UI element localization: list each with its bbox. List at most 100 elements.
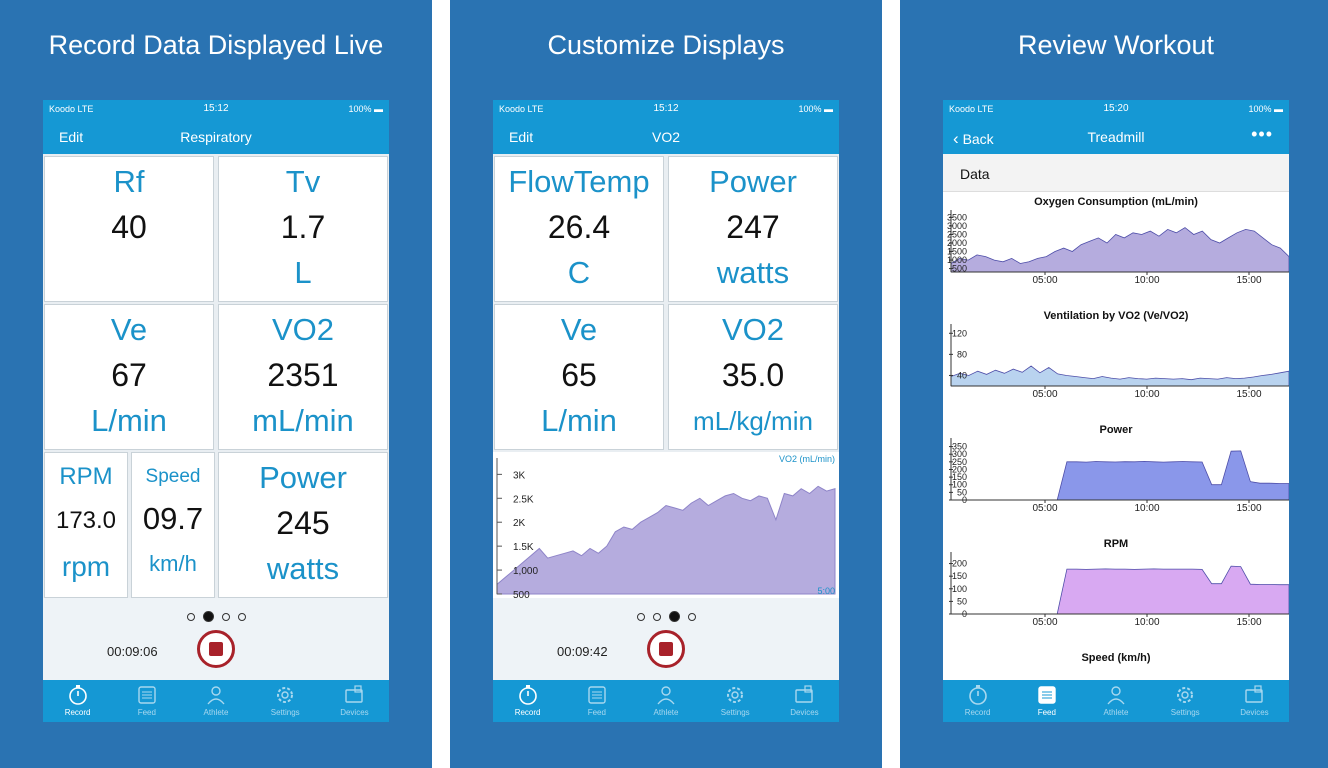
stopwatch-icon (68, 685, 87, 705)
x-tick-label: 15:00 (1236, 617, 1261, 626)
metric-value: 26.4 (547, 209, 611, 245)
metric-unit: L/min (541, 403, 617, 438)
person-icon (1107, 686, 1125, 705)
vo2-live-chart[interactable]: 3K 2.5K 2K 1.5K 1,000 500 VO2 (mL/min) 5:00 (493, 452, 839, 598)
chart-title: Power (1099, 424, 1133, 436)
y-tick-label: 2.5K (513, 494, 534, 505)
y-tick-label: 120 (952, 328, 967, 338)
tab-feed[interactable]: Feed (1012, 680, 1081, 722)
tab-record[interactable]: Record (943, 680, 1012, 722)
nav-bar: ‹ Back Treadmill ••• (943, 120, 1289, 154)
x-tick-label: 10:00 (1134, 617, 1159, 626)
tab-record[interactable]: Record (493, 680, 562, 722)
back-button[interactable]: ‹ Back (953, 129, 994, 148)
metric-tile-power[interactable]: Power 245 watts (218, 452, 388, 598)
page-dot[interactable] (636, 613, 645, 621)
tab-athlete[interactable]: Athlete (181, 680, 250, 722)
metric-label: Power (709, 164, 797, 199)
metric-label: Rf (113, 164, 145, 199)
tab-settings[interactable]: Settings (251, 680, 320, 722)
page-indicator[interactable] (43, 608, 389, 626)
metric-tile-tv[interactable]: Tv 1.7 L (218, 156, 388, 302)
y-tick-label: 350 (952, 442, 967, 452)
metric-tile-ve[interactable]: Ve 65 L/min (494, 304, 664, 450)
tab-record[interactable]: Record (43, 680, 112, 722)
panel-record: Record Data Displayed Live Koodo LTE 15:… (0, 0, 432, 768)
nav-title: VO2 (651, 129, 680, 145)
tab-settings[interactable]: Settings (701, 680, 770, 722)
metric-unit: C (567, 255, 591, 290)
metric-tile-vo2[interactable]: VO2 35.0 mL/kg/min (668, 304, 838, 450)
y-tick-label: 3000 (947, 221, 967, 231)
phone-screen: Koodo LTE 15:12 100% ▬ Edit VO2 FlowTemp… (493, 100, 839, 722)
y-tick-label: 500 (952, 264, 967, 274)
edit-button[interactable]: Edit (59, 129, 84, 145)
elapsed-timer: 00:09:06 (107, 644, 158, 659)
x-end-label: 5:00 (817, 586, 835, 596)
status-bar: Koodo LTE 15:12 100% ▬ (493, 100, 839, 120)
y-tick-label: 2500 (947, 229, 967, 239)
more-options-button[interactable]: ••• (1251, 124, 1273, 144)
area-series (951, 450, 1289, 501)
metric-label: RPM (59, 463, 113, 490)
metric-tile-speed[interactable]: Speed 09.7 km/h (131, 452, 215, 598)
tab-athlete[interactable]: Athlete (1081, 680, 1150, 722)
metric-label: Ve (560, 312, 598, 347)
y-tick-label: 300 (952, 449, 967, 459)
x-tick-label: 05:00 (1032, 275, 1057, 284)
status-bar: Koodo LTE 15:20 100% ▬ (943, 100, 1289, 120)
ventilation-chart[interactable]: 120 80 40 05:00 10:00 15:00 (943, 324, 1289, 398)
page-dot[interactable] (186, 613, 195, 621)
page-dot-active[interactable] (202, 611, 214, 622)
metric-tile-vo2[interactable]: VO2 2351 mL/min (218, 304, 388, 450)
page-dot-active[interactable] (668, 611, 680, 622)
carrier-label: Koodo LTE (49, 104, 94, 114)
carrier-label: Koodo LTE (499, 104, 544, 114)
devices-icon (1245, 685, 1264, 703)
metric-tile-flowtemp[interactable]: FlowTemp 26.4 C (494, 156, 664, 302)
tab-devices[interactable]: Devices (320, 680, 389, 722)
metric-label: VO2 (721, 312, 785, 347)
x-tick-label: 05:00 (1032, 617, 1057, 626)
page-dot[interactable] (237, 613, 246, 621)
y-tick-label: 1000 (947, 255, 967, 265)
y-tick-label: 1,000 (513, 566, 538, 577)
stopwatch-icon (968, 685, 987, 705)
page-indicator[interactable] (493, 608, 839, 626)
chart-title: RPM (1103, 538, 1129, 550)
y-tick-label: 50 (957, 596, 967, 606)
chart-title: Ventilation by VO2 (Ve/VO2) (1043, 310, 1189, 322)
page-dot[interactable] (687, 613, 696, 621)
y-tick-label: 100 (952, 480, 967, 490)
tab-devices[interactable]: Devices (770, 680, 839, 722)
metric-value: 40 (111, 209, 147, 245)
tab-feed[interactable]: Feed (112, 680, 181, 722)
clock: 15:20 (1103, 103, 1129, 114)
y-tick-label: 1.5K (513, 542, 534, 553)
clock: 15:12 (203, 103, 229, 114)
metric-tile-rpm[interactable]: RPM 173.0 rpm (44, 452, 128, 598)
metric-label: Ve (110, 312, 148, 347)
tab-feed[interactable]: Feed (562, 680, 631, 722)
metric-tile-ve[interactable]: Ve 67 L/min (44, 304, 214, 450)
metric-grid: FlowTemp 26.4 C Power 247 watts Ve 65 L/… (493, 154, 839, 598)
x-tick-label: 05:00 (1032, 503, 1057, 512)
metric-unit: mL/min (252, 403, 354, 438)
tab-athlete[interactable]: Athlete (631, 680, 700, 722)
stop-recording-button[interactable] (197, 630, 235, 668)
metric-unit: watts (266, 551, 340, 586)
tab-settings[interactable]: Settings (1151, 680, 1220, 722)
metric-tile-rf[interactable]: Rf 40 (44, 156, 214, 302)
tab-bar: Record Feed Athlete Settings Devices (943, 680, 1289, 722)
x-tick-label: 15:00 (1236, 503, 1261, 512)
page-dot[interactable] (221, 613, 230, 621)
metric-tile-power[interactable]: Power 247 watts (668, 156, 838, 302)
edit-button[interactable]: Edit (509, 129, 534, 145)
metric-unit: L (294, 255, 312, 290)
stop-recording-button[interactable] (647, 630, 685, 668)
tab-devices[interactable]: Devices (1220, 680, 1289, 722)
page-dot[interactable] (652, 613, 661, 621)
